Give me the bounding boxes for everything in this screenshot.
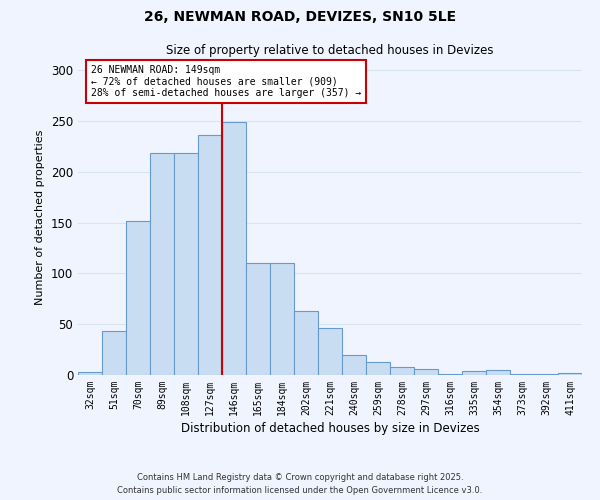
Bar [78,372,102,375]
Bar [246,263,270,375]
Bar [438,374,462,375]
Title: Size of property relative to detached houses in Devizes: Size of property relative to detached ho… [166,44,494,58]
Text: 26 NEWMAN ROAD: 149sqm
← 72% of detached houses are smaller (909)
28% of semi-de: 26 NEWMAN ROAD: 149sqm ← 72% of detached… [91,65,361,98]
Bar [294,311,318,375]
Bar [270,263,294,375]
X-axis label: Distribution of detached houses by size in Devizes: Distribution of detached houses by size … [181,422,479,435]
Bar [366,362,390,375]
Bar [390,367,414,375]
Text: 26, NEWMAN ROAD, DEVIZES, SN10 5LE: 26, NEWMAN ROAD, DEVIZES, SN10 5LE [144,10,456,24]
Text: Contains HM Land Registry data © Crown copyright and database right 2025.
Contai: Contains HM Land Registry data © Crown c… [118,474,482,495]
Bar [486,370,510,375]
Bar [510,374,534,375]
Bar [150,154,174,375]
Bar [174,154,198,375]
Bar [534,374,558,375]
Bar [198,135,222,375]
Bar [102,332,126,375]
Bar [126,220,150,375]
Bar [318,328,342,375]
Bar [462,371,486,375]
Bar [342,354,366,375]
Bar [414,369,438,375]
Bar [222,122,246,375]
Bar [558,373,582,375]
Y-axis label: Number of detached properties: Number of detached properties [35,130,46,305]
